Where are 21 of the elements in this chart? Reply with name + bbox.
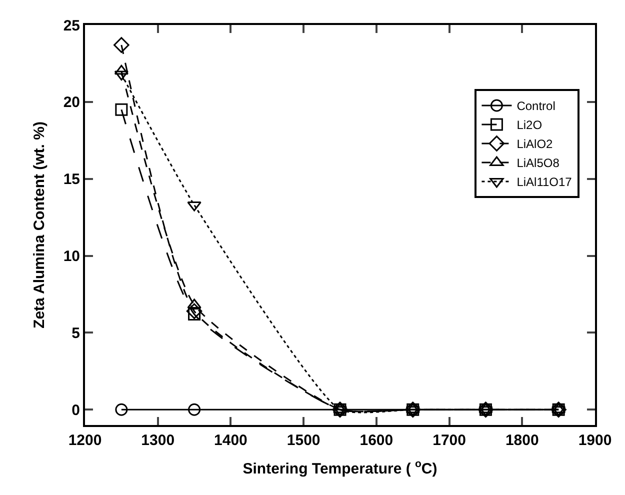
x-tick-label: 1600 bbox=[360, 432, 394, 449]
y-tick-label: 15 bbox=[63, 171, 80, 188]
x-tick-label: 1500 bbox=[286, 432, 320, 449]
x-tick-label: 1700 bbox=[432, 432, 466, 449]
x-tick-label: 1900 bbox=[578, 432, 612, 449]
y-axis-title: Zeta Alumina Content (wt. %) bbox=[31, 122, 48, 328]
x-axis-title: Sintering Temperature ( $^{o}$C) bbox=[242, 458, 438, 478]
x-tick-label: 1800 bbox=[505, 432, 539, 449]
y-tick-label: 0 bbox=[72, 402, 80, 419]
x-tick-label: 1300 bbox=[141, 432, 175, 449]
legend-label: LiAlO2 bbox=[516, 137, 554, 152]
y-tick-label: 25 bbox=[63, 17, 80, 34]
y-tick-label: 5 bbox=[72, 324, 80, 342]
x-tick-label: 1400 bbox=[214, 432, 248, 449]
legend-label: LiAl5O8 bbox=[516, 156, 560, 170]
x-tick-label: 1200 bbox=[68, 432, 102, 449]
y-tick-label: 20 bbox=[63, 94, 80, 112]
legend-label: LiAl11O17 bbox=[516, 175, 572, 190]
legend-label: Control bbox=[516, 99, 556, 114]
y-tick-label: 10 bbox=[63, 248, 80, 266]
legend-label: Li2O bbox=[516, 118, 542, 132]
